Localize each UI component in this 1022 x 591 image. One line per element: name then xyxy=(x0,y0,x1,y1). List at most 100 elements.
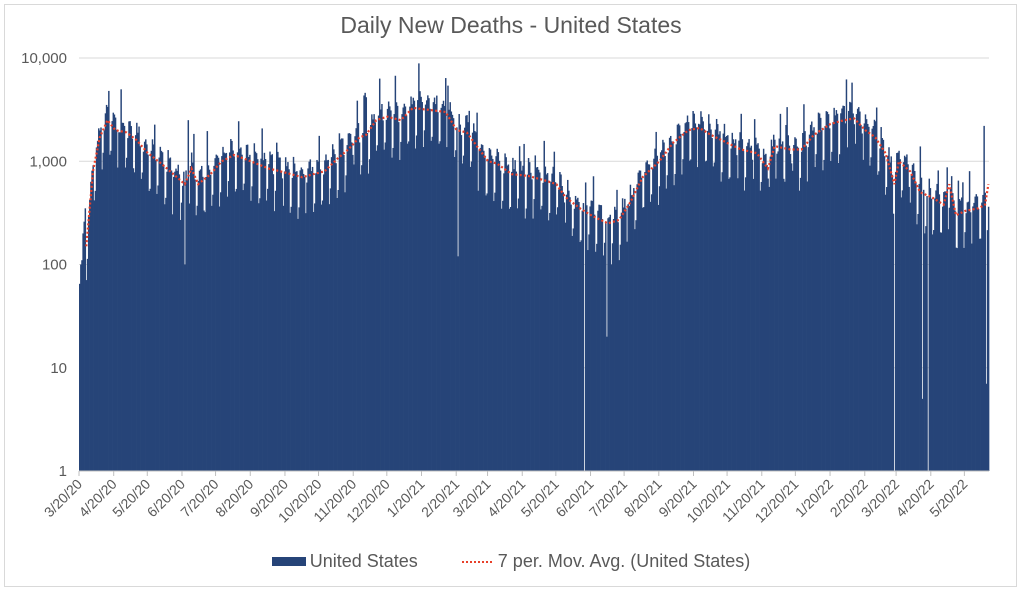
bar xyxy=(638,170,641,471)
bar xyxy=(967,201,970,472)
bar xyxy=(607,218,609,471)
bar xyxy=(336,198,338,471)
bar xyxy=(395,102,398,471)
bar xyxy=(875,107,878,471)
bar xyxy=(350,142,353,471)
bar xyxy=(314,203,316,471)
legend-item-united-states[interactable]: United States xyxy=(271,551,418,572)
bar xyxy=(817,112,820,472)
bar xyxy=(271,154,273,471)
bar xyxy=(165,197,167,471)
bar xyxy=(948,207,951,471)
bar xyxy=(854,143,857,471)
bar xyxy=(204,212,206,471)
bar xyxy=(255,153,258,471)
bar xyxy=(460,135,463,471)
bar xyxy=(581,210,584,471)
bar xyxy=(357,123,360,471)
bar xyxy=(561,186,563,471)
bar xyxy=(609,214,612,471)
bar xyxy=(892,213,895,471)
bar xyxy=(738,140,740,471)
bar xyxy=(274,190,277,472)
bar xyxy=(246,144,249,471)
bar xyxy=(580,240,582,471)
bar xyxy=(947,229,950,471)
bar xyxy=(254,151,257,471)
bar xyxy=(324,160,326,471)
bar xyxy=(906,154,908,471)
bar xyxy=(824,126,826,471)
bar xyxy=(985,383,988,471)
x-tick-label: 1/20/22 xyxy=(792,476,836,520)
bar xyxy=(316,159,318,471)
bar xyxy=(175,168,177,471)
bar xyxy=(398,122,400,471)
bar xyxy=(898,150,900,471)
bar xyxy=(869,165,871,471)
bar xyxy=(788,145,791,471)
bar xyxy=(922,189,925,471)
bar xyxy=(714,129,717,472)
bar xyxy=(197,180,200,471)
bar xyxy=(282,205,285,471)
bar xyxy=(526,174,529,472)
bar xyxy=(475,132,477,472)
bar xyxy=(260,158,262,471)
bar xyxy=(140,178,143,471)
bar xyxy=(811,121,813,471)
bar xyxy=(955,247,957,471)
bar xyxy=(783,178,785,471)
bar xyxy=(863,123,866,472)
bar xyxy=(231,140,233,471)
bar xyxy=(381,104,383,471)
x-tick-label: 7/20/20 xyxy=(177,476,221,520)
bar xyxy=(376,145,379,472)
bar xyxy=(513,169,515,471)
bar xyxy=(968,171,971,471)
bar xyxy=(837,162,840,471)
bar xyxy=(567,179,569,472)
bar xyxy=(560,174,562,472)
bar xyxy=(912,163,915,472)
bar xyxy=(375,150,378,471)
bar xyxy=(728,178,730,471)
bar xyxy=(99,130,101,471)
bar xyxy=(115,129,118,471)
bar xyxy=(95,147,98,471)
bar xyxy=(159,146,162,471)
bar xyxy=(965,213,967,471)
bar xyxy=(329,188,332,471)
bar xyxy=(305,213,307,472)
bar xyxy=(164,204,166,471)
bar xyxy=(520,161,522,471)
bar xyxy=(874,121,877,472)
bar xyxy=(384,142,387,471)
bar xyxy=(295,171,297,471)
bar xyxy=(283,171,286,471)
bar xyxy=(406,143,409,471)
bar xyxy=(325,154,327,471)
bar xyxy=(639,170,642,471)
bar xyxy=(468,110,470,471)
bar xyxy=(684,123,687,471)
bar xyxy=(826,111,829,471)
bar xyxy=(531,179,533,471)
bar xyxy=(734,139,737,471)
bar xyxy=(695,127,698,472)
bar xyxy=(410,96,412,472)
bar xyxy=(400,141,402,471)
bar xyxy=(333,149,335,472)
legend-item-moving-average[interactable]: 7 per. Mov. Avg. (United States) xyxy=(418,551,750,572)
bar xyxy=(677,123,680,471)
bar xyxy=(465,115,467,471)
bar xyxy=(889,162,891,471)
bar xyxy=(909,202,911,471)
bar xyxy=(346,145,348,471)
bar xyxy=(192,162,194,471)
bar xyxy=(850,102,852,471)
bar xyxy=(249,154,251,471)
bar xyxy=(600,205,603,471)
bar xyxy=(516,208,519,471)
bar xyxy=(308,161,310,471)
